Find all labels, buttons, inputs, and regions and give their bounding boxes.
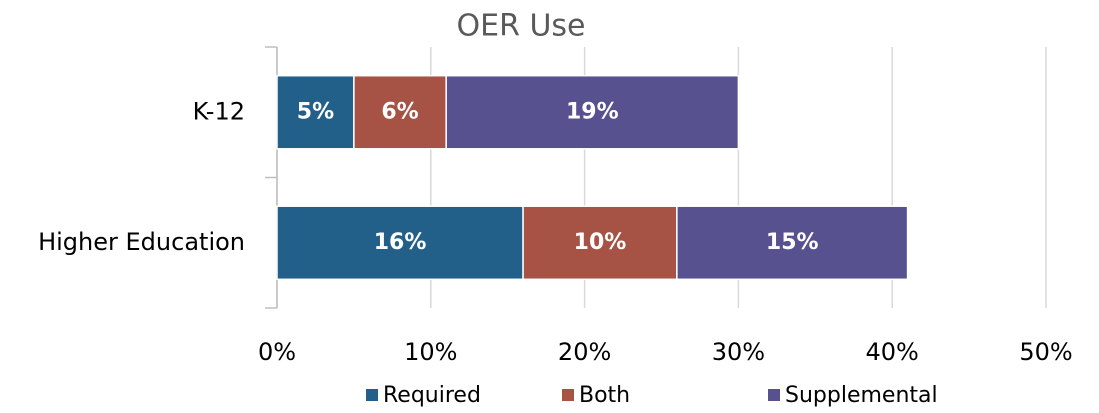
- x-tick-label: 10%: [404, 338, 457, 366]
- chart-title: OER Use: [457, 9, 586, 44]
- legend-swatch: [562, 389, 574, 401]
- value-label: 10%: [574, 230, 627, 255]
- value-label: 6%: [381, 99, 418, 124]
- value-label: 16%: [374, 230, 427, 255]
- bar-segment: [445, 74, 740, 150]
- x-tick-label: 20%: [558, 338, 611, 366]
- bar-segment: [522, 205, 678, 281]
- bar-segment: [676, 205, 909, 281]
- legend-swatch: [768, 389, 780, 401]
- value-label: 19%: [566, 99, 619, 124]
- value-label: 5%: [297, 99, 334, 124]
- x-tick-label: 40%: [866, 338, 919, 366]
- value-label: 15%: [766, 230, 819, 255]
- y-tick-label: K-12: [193, 97, 245, 125]
- legend-swatch: [366, 389, 378, 401]
- legend-label: Supplemental: [785, 383, 938, 408]
- bar-segment: [276, 205, 524, 281]
- legend-label: Required: [383, 383, 481, 408]
- x-tick-label: 50%: [1019, 338, 1072, 366]
- y-tick-label: Higher Education: [38, 228, 245, 256]
- legend-label: Both: [579, 383, 630, 408]
- x-tick-label: 0%: [258, 338, 296, 366]
- x-tick-label: 30%: [712, 338, 765, 366]
- bar-segment: [353, 74, 447, 150]
